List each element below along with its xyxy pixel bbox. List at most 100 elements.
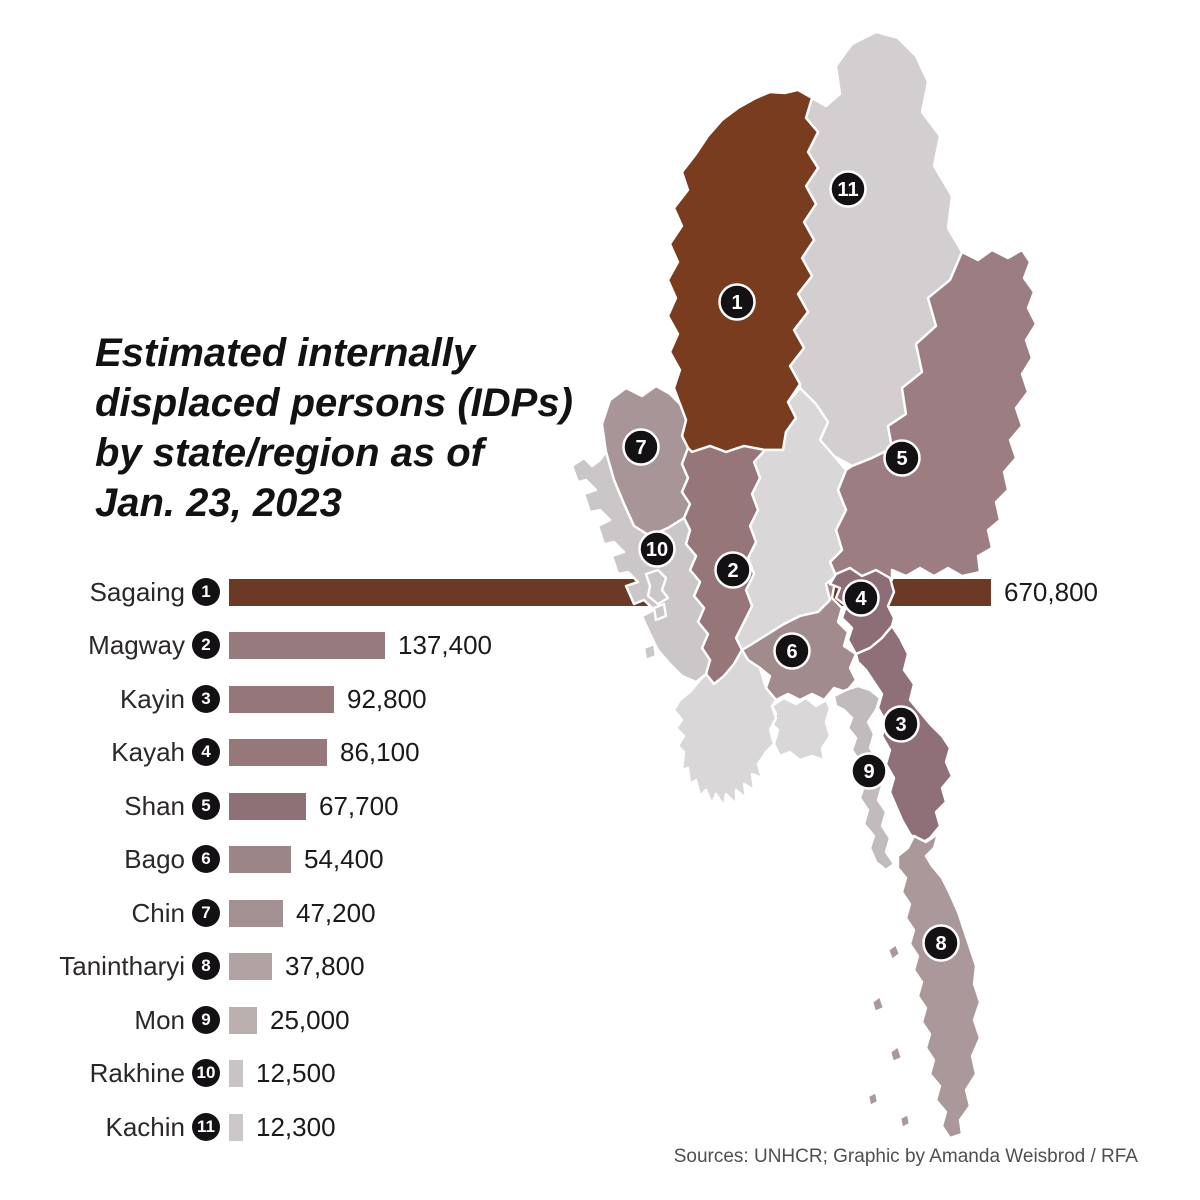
value-label: 86,100 [340, 736, 420, 767]
map-badge-rakhine: 10 [638, 530, 676, 568]
value-bar [229, 952, 272, 980]
map-badge-kayin: 3 [882, 705, 920, 743]
rank-badge: 1 [192, 578, 220, 606]
badge-number: 7 [635, 437, 646, 459]
rank-badge: 9 [192, 1006, 220, 1034]
rank-badge: 7 [192, 899, 220, 927]
state-label: Mon [134, 1004, 185, 1035]
map-badge-tanintharyi: 8 [922, 924, 960, 962]
map-region-tanintharyi [896, 832, 982, 1140]
map-badge-shan: 5 [883, 439, 921, 477]
value-label: 25,000 [270, 1004, 350, 1035]
badge-number: 8 [935, 933, 946, 955]
badge-circle [829, 170, 867, 208]
value-bar [229, 1006, 257, 1034]
bar-row-kachin: Kachin 11 12,300 [0, 1111, 336, 1142]
map-region-mandalay [734, 386, 848, 652]
state-label: Shan [124, 790, 185, 821]
source-credit: Sources: UNHCR; Graphic by Amanda Weisbr… [673, 1146, 1138, 1167]
value-label: 67,700 [319, 790, 399, 821]
rank-badge: 5 [192, 792, 220, 820]
rank-badge: 4 [192, 738, 220, 766]
bar-row-kayah: Kayah 4 86,100 [0, 736, 420, 767]
map-badge-sagaing: 1 [718, 283, 756, 321]
state-label: Magway [88, 629, 185, 660]
value-label: 47,200 [296, 897, 376, 928]
badge-number: 11 [837, 179, 858, 201]
title-line-4: Jan. 23, 2023 [95, 481, 342, 525]
badge-number: 1 [731, 292, 742, 314]
map-badge-mon: 9 [850, 752, 888, 790]
bar-row-chin: Chin 7 47,200 [0, 897, 376, 928]
value-bar [229, 845, 291, 873]
rank-badge: 10 [192, 1059, 220, 1087]
map-region-mon [832, 684, 896, 872]
map-region-rakhine [570, 450, 712, 684]
rank-badge: 8 [192, 952, 220, 980]
map-badge-bago: 6 [773, 632, 811, 670]
title-line-1: Estimated internally [95, 331, 476, 375]
badge-number: 9 [863, 761, 874, 783]
value-bar [229, 899, 283, 927]
title-line-2: displaced persons (IDPs) [95, 381, 573, 425]
map-region-kayin [854, 624, 954, 846]
bar-row-shan: Shan 5 67,700 [0, 790, 399, 821]
rank-badge: 3 [192, 685, 220, 713]
badge-number: 10 [646, 539, 668, 561]
map-region-yangon [768, 696, 832, 762]
value-label: 670,800 [1004, 576, 1098, 607]
badge-circle [850, 752, 888, 790]
bar-row-sagaing: Sagaing 1 670,800 [0, 576, 1098, 607]
map-badge-kachin: 11 [829, 170, 867, 208]
badge-circle [882, 705, 920, 743]
map-region-kachin [788, 30, 964, 468]
badge-circle [622, 428, 660, 466]
badge-number: 6 [786, 641, 797, 663]
badge-number: 3 [895, 714, 906, 736]
rank-badge: 6 [192, 845, 220, 873]
chart-title: Estimated internally displaced persons (… [95, 328, 573, 528]
badge-circle [773, 632, 811, 670]
map-badge-chin: 7 [622, 428, 660, 466]
value-bar [229, 578, 991, 606]
state-label: Sagaing [89, 576, 185, 607]
badge-number: 5 [896, 448, 907, 470]
badge-circle [883, 439, 921, 477]
bar-row-bago: Bago 6 54,400 [0, 843, 384, 874]
value-bar [229, 792, 306, 820]
value-label: 92,800 [347, 683, 427, 714]
value-bar [229, 1059, 243, 1087]
badge-circle [922, 924, 960, 962]
state-label: Kachin [105, 1111, 186, 1142]
map-region-chin [600, 384, 692, 538]
value-label: 137,400 [398, 629, 492, 660]
map-islands-tanintharyi [866, 942, 912, 1130]
bar-row-tanintharyi: Tanintharyi 8 37,800 [0, 950, 365, 981]
value-label: 54,400 [304, 843, 384, 874]
value-bar [229, 631, 385, 659]
bar-row-rakhine: Rakhine 10 12,500 [0, 1057, 336, 1088]
state-label: Tanintharyi [59, 950, 185, 981]
badge-circle [638, 530, 676, 568]
state-label: Rakhine [89, 1057, 185, 1088]
value-bar [229, 685, 334, 713]
state-label: Kayah [111, 736, 185, 767]
map-region-magway [680, 444, 767, 686]
map-region-shan [828, 248, 1038, 582]
map-region-sagaing [666, 88, 820, 454]
rank-badge: 2 [192, 631, 220, 659]
map-region-ayeyarwady [672, 648, 778, 808]
value-bar [229, 1113, 243, 1141]
bar-row-magway: Magway 2 137,400 [0, 629, 492, 660]
state-label: Kayin [119, 683, 185, 714]
state-label: Chin [131, 897, 185, 928]
rank-badge: 11 [192, 1113, 220, 1141]
bar-row-mon: Mon 9 25,000 [0, 1004, 350, 1035]
value-bar [229, 738, 327, 766]
badge-circle [718, 283, 756, 321]
value-label: 12,500 [256, 1057, 336, 1088]
bar-row-kayin: Kayin 3 92,800 [0, 683, 427, 714]
state-label: Bago [124, 843, 185, 874]
title-line-3: by state/region as of [95, 431, 484, 475]
value-label: 37,800 [285, 950, 365, 981]
